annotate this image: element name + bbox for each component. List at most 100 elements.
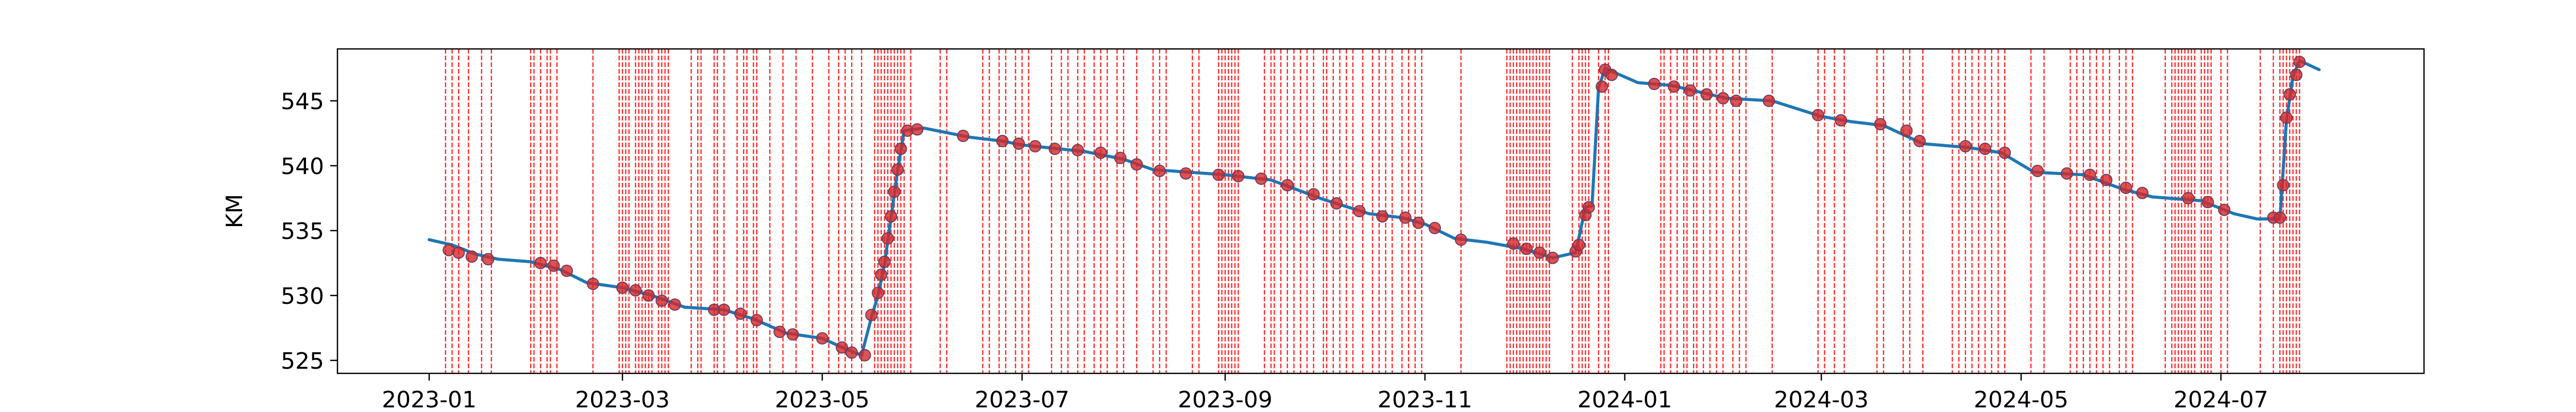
data-point [655,294,668,307]
data-point [1428,221,1441,234]
data-point [616,281,629,294]
data-point [786,328,799,341]
data-point [875,268,888,281]
data-point [2274,211,2286,224]
x-tick-label: 2023-11 [1378,387,1472,412]
data-point [1668,80,1681,93]
data-point [1998,146,2011,159]
data-point [773,325,786,338]
data-point [1179,167,1192,180]
data-point [2120,181,2132,194]
y-tick-label: 545 [281,89,324,115]
data-point [586,278,599,290]
data-point [1730,94,1742,107]
data-point [1596,80,1608,93]
data-point [718,303,731,316]
data-point [1507,237,1520,250]
data-point [1605,68,1618,81]
data-point [2201,196,2214,209]
data-point [1700,88,1713,101]
data-point [1520,243,1533,255]
y-tick-label: 530 [281,283,324,310]
data-point [2136,186,2149,199]
markers-layer [443,56,2306,362]
x-tick-label: 2024-03 [1774,387,1869,412]
data-point [865,308,878,321]
data-point [885,210,897,223]
data-point [1648,78,1660,91]
data-point [1153,164,1166,177]
data-point [878,255,891,268]
data-point [2218,203,2231,216]
data-point [1212,168,1225,181]
x-axis: 2023-01 2023-03 2023-05 2023-07 2023-09 2023-… [382,373,2268,412]
y-tick-label: 540 [281,153,324,180]
y-axis-label: KM [222,194,248,229]
y-tick-label: 535 [281,218,324,245]
data-point [734,307,747,320]
data-point [836,341,849,354]
data-point [816,332,828,345]
data-point [1979,143,1992,156]
data-point [482,253,495,266]
data-point [1717,92,1730,105]
data-point [891,163,904,176]
data-point [1071,144,1084,157]
data-point [1572,238,1585,251]
data-point [957,129,970,142]
data-point [1232,169,1245,182]
data-point [2283,88,2296,101]
data-point [1959,140,1972,152]
data-point [1130,158,1143,171]
data-point [1012,137,1025,150]
data-point [1900,124,1913,137]
x-tick-label: 2023-01 [382,387,477,412]
data-point [882,232,894,245]
data-point [1811,109,1824,122]
data-point [1874,118,1887,131]
data-point [894,143,907,156]
x-tick-label: 2023-03 [575,387,670,412]
data-point [750,314,763,327]
data-point [911,123,924,136]
data-point [534,256,547,269]
data-point [1281,179,1294,192]
data-point [1353,205,1366,217]
y-axis: 525 530 535 540 545 [281,89,337,374]
data-point [888,185,901,198]
data-point [2280,111,2293,124]
data-point [845,346,858,359]
data-point [642,289,655,302]
data-point [1454,233,1467,246]
data-point [1684,84,1697,97]
data-point [1376,210,1389,223]
data-point [452,246,465,259]
data-point [1094,146,1107,159]
data-point [1255,173,1267,185]
data-point [2293,56,2306,68]
plot-frame [336,48,2425,374]
data-point [1582,201,1595,214]
data-point [2290,68,2303,81]
data-point [1330,197,1343,210]
x-tick-label: 2024-05 [1974,387,2069,412]
data-point [1114,151,1127,164]
data-point [629,284,642,297]
data-point [2060,167,2073,180]
data-point [858,349,871,362]
data-point [2182,192,2195,204]
data-point [1913,134,1926,147]
data-point [1835,114,1848,127]
data-point [1533,246,1546,259]
data-point [1546,251,1559,264]
data-point [668,298,681,311]
data-point [872,286,885,299]
data-point [1029,140,1042,152]
data-point [561,264,573,277]
x-tick-label: 2023-07 [975,387,1070,412]
data-point [2277,179,2290,192]
x-tick-label: 2024-07 [2174,387,2268,412]
